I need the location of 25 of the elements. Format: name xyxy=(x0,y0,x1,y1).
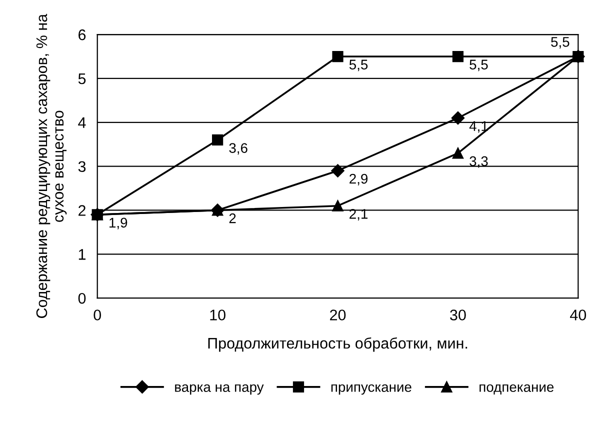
y-tick-label: 1 xyxy=(78,249,86,260)
data-label: 3,6 xyxy=(229,143,248,155)
y-axis-title: Содержание редуцирующих сахаров, % на сухое вещество xyxy=(36,14,67,318)
y-tick-label: 4 xyxy=(78,117,86,128)
x-tick-label: 0 xyxy=(94,310,102,320)
x-tick-label: 20 xyxy=(330,310,346,320)
y-tick-label: 6 xyxy=(78,29,86,40)
y-tick-label: 3 xyxy=(78,161,86,172)
y-tick-label: 5 xyxy=(78,74,86,84)
data-label: 2,9 xyxy=(350,174,368,186)
legend-label: припускание xyxy=(331,384,412,395)
legend-label: варка на пару xyxy=(175,384,264,395)
data-label: 5,5 xyxy=(470,60,488,72)
y-tick-label: 2 xyxy=(78,205,86,216)
x-tick-label: 40 xyxy=(570,310,586,320)
data-label: 2 xyxy=(229,213,236,224)
y-tick-label: 0 xyxy=(78,292,86,304)
x-axis-title: Продолжительность обработки, мин. xyxy=(208,337,468,352)
data-label: 5,5 xyxy=(551,37,570,48)
x-tick-label: 30 xyxy=(450,310,466,320)
data-label: 5,5 xyxy=(349,60,368,72)
data-label: 3,3 xyxy=(470,156,488,168)
data-label: 1,9 xyxy=(110,218,128,230)
x-tick-label: 10 xyxy=(210,310,226,320)
legend-label: подпекание xyxy=(480,384,554,395)
